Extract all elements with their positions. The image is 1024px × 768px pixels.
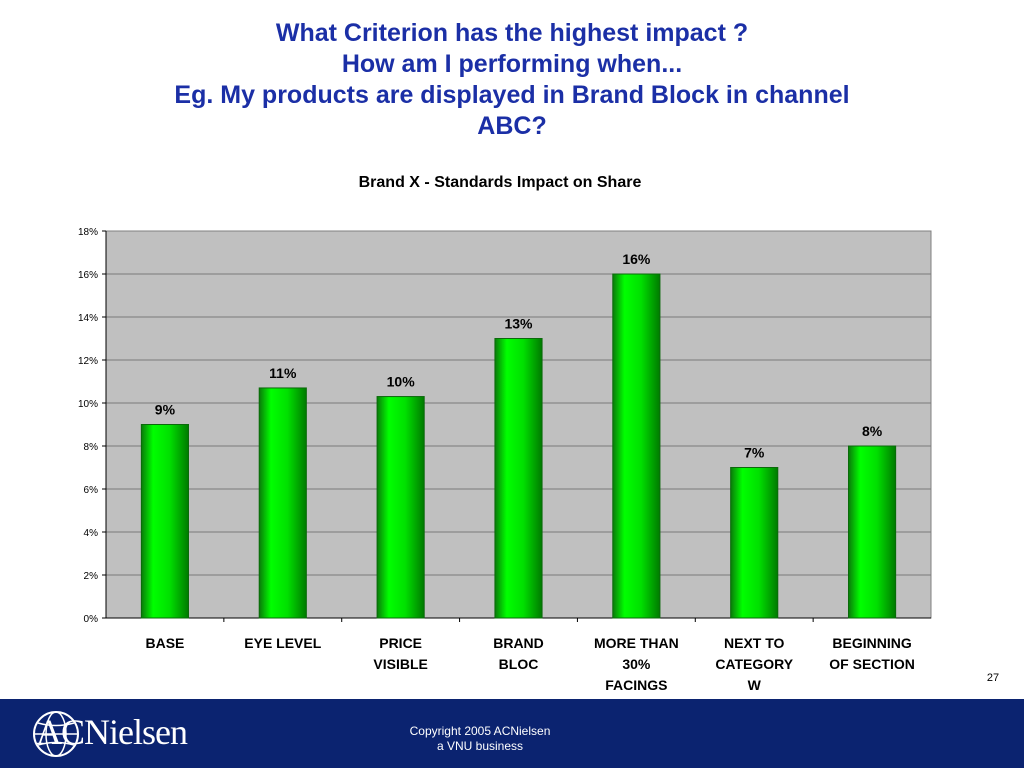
- bar: [612, 273, 661, 619]
- copyright-line-2: a VNU business: [436, 739, 524, 753]
- data-label: 7%: [744, 445, 765, 461]
- y-tick-label: 18%: [78, 227, 98, 238]
- slide-title-line-2: How am I performing when...: [341, 50, 683, 78]
- bar: [376, 396, 425, 619]
- x-tick-label: BEGINNING: [832, 635, 911, 651]
- x-tick-label: PRICE: [379, 635, 422, 651]
- x-tick-label: EYE LEVEL: [244, 635, 321, 651]
- x-tick-label: BRAND: [493, 635, 544, 651]
- x-tick-label: 30%: [622, 656, 651, 672]
- data-label: 9%: [155, 402, 176, 418]
- chart-title: Brand X - Standards Impact on Share: [358, 174, 642, 191]
- slide-title-line-3: Eg. My products are displayed in Brand B…: [174, 81, 850, 109]
- slide-title-line-4: ABC?: [477, 112, 547, 140]
- slide-title: What Criterion has the highest impact ? …: [60, 18, 964, 142]
- logo-text: ACNielsen: [36, 712, 188, 752]
- x-tick-label: W: [748, 677, 762, 693]
- x-tick-label: NEXT TO: [724, 635, 785, 651]
- x-tick-label: CATEGORY: [715, 656, 793, 672]
- data-label: 11%: [269, 365, 297, 381]
- x-tick-label: OF SECTION: [829, 656, 915, 672]
- y-tick-label: 14%: [78, 313, 98, 324]
- y-tick-label: 16%: [78, 270, 98, 281]
- x-tick-label: MORE THAN: [594, 635, 679, 651]
- bar: [140, 424, 190, 619]
- data-label: 16%: [622, 251, 651, 267]
- data-label: 13%: [504, 316, 533, 332]
- x-tick-label: BLOC: [499, 656, 539, 672]
- y-tick-label: 12%: [78, 356, 98, 367]
- y-tick-label: 6%: [84, 485, 99, 496]
- copyright: Copyright 2005 ACNielsen a VNU business: [380, 724, 580, 754]
- bar: [730, 467, 779, 619]
- y-tick-label: 8%: [84, 442, 99, 453]
- x-tick-label: BASE: [145, 635, 184, 651]
- y-tick-label: 2%: [84, 571, 99, 582]
- data-label: 8%: [862, 423, 883, 439]
- bar: [494, 338, 543, 619]
- bar: [258, 387, 307, 619]
- y-tick-label: 10%: [78, 399, 98, 410]
- data-label: 10%: [387, 374, 416, 390]
- slide-title-line-1: What Criterion has the highest impact ?: [275, 19, 749, 47]
- x-tick-label: VISIBLE: [373, 656, 427, 672]
- acnielsen-logo: [33, 711, 79, 757]
- y-tick-label: 4%: [84, 528, 99, 539]
- page-number: 27: [986, 672, 1000, 684]
- copyright-line-1: Copyright 2005 ACNielsen: [409, 724, 551, 738]
- bar-chart: 0% 2% 4% 6% 8% 10% 12% 14% 16% 18% 9% BASE 11% EYE LE…: [78, 227, 932, 693]
- x-tick-label: FACINGS: [605, 677, 667, 693]
- footer-bar: ACNielsen Copyright 2005 ACNielsen a VNU…: [0, 699, 1024, 768]
- bar: [848, 445, 897, 619]
- y-tick-label: 0%: [84, 614, 99, 625]
